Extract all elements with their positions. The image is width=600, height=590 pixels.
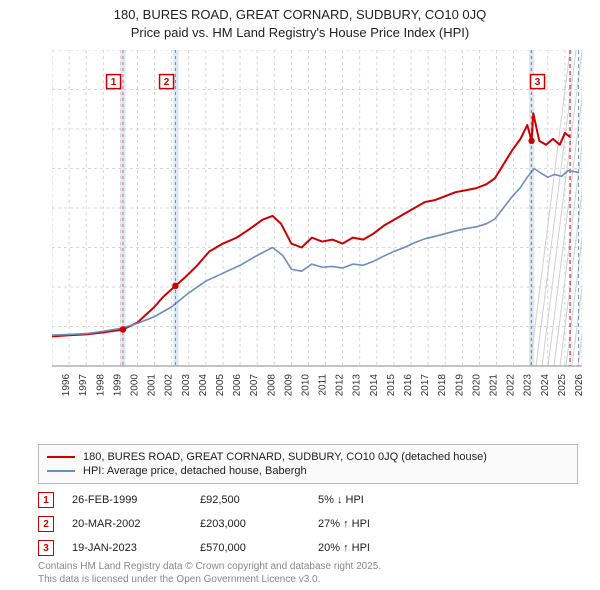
- svg-text:2021: 2021: [489, 374, 500, 397]
- sale-marker: 1: [38, 492, 54, 508]
- legend-swatch: [47, 456, 75, 458]
- legend-label: HPI: Average price, detached house, Babe…: [83, 465, 307, 477]
- svg-text:2023: 2023: [523, 374, 534, 397]
- svg-text:2014: 2014: [369, 374, 380, 397]
- legend-swatch: [47, 470, 75, 472]
- svg-text:2026: 2026: [574, 374, 582, 397]
- sales-table: 1 26-FEB-1999 £92,500 5% ↓ HPI 2 20-MAR-2002 £…: [38, 488, 578, 560]
- svg-text:1999: 1999: [112, 374, 123, 397]
- svg-text:2013: 2013: [352, 374, 363, 397]
- footer-line-2: This data is licensed under the Open Gov…: [38, 573, 578, 586]
- svg-text:2010: 2010: [300, 374, 311, 397]
- svg-text:2006: 2006: [232, 374, 243, 397]
- legend-item: HPI: Average price, detached house, Babe…: [47, 465, 569, 477]
- sale-date: 20-MAR-2002: [72, 518, 182, 530]
- svg-text:2012: 2012: [335, 374, 346, 397]
- title-line-1: 180, BURES ROAD, GREAT CORNARD, SUDBURY,…: [0, 6, 600, 24]
- svg-text:2003: 2003: [181, 374, 192, 397]
- title-line-2: Price paid vs. HM Land Registry's House …: [0, 24, 600, 42]
- svg-text:1997: 1997: [78, 374, 89, 397]
- svg-text:2002: 2002: [164, 374, 175, 397]
- sale-row: 3 19-JAN-2023 £570,000 20% ↑ HPI: [38, 536, 578, 560]
- svg-text:2025: 2025: [557, 374, 568, 397]
- sale-date: 26-FEB-1999: [72, 494, 182, 506]
- sale-pct-vs-hpi: 5% ↓ HPI: [318, 494, 398, 506]
- svg-text:2020: 2020: [471, 374, 482, 397]
- svg-text:2008: 2008: [266, 374, 277, 397]
- footer-attribution: Contains HM Land Registry data © Crown c…: [38, 560, 578, 586]
- svg-text:1: 1: [111, 77, 117, 88]
- footer-line-1: Contains HM Land Registry data © Crown c…: [38, 560, 578, 573]
- svg-text:2004: 2004: [198, 374, 209, 397]
- legend-label: 180, BURES ROAD, GREAT CORNARD, SUDBURY,…: [83, 451, 487, 463]
- sale-marker: 3: [38, 540, 54, 556]
- sale-price: £203,000: [200, 518, 300, 530]
- svg-text:2009: 2009: [283, 374, 294, 397]
- chart-title: 180, BURES ROAD, GREAT CORNARD, SUDBURY,…: [0, 0, 600, 41]
- svg-text:1995: 1995: [52, 374, 55, 397]
- svg-text:2024: 2024: [540, 374, 551, 397]
- svg-text:2015: 2015: [386, 374, 397, 397]
- svg-text:2017: 2017: [420, 374, 431, 397]
- sale-date: 19-JAN-2023: [72, 542, 182, 554]
- svg-text:2022: 2022: [506, 374, 517, 397]
- svg-text:2000: 2000: [129, 374, 140, 397]
- sale-row: 1 26-FEB-1999 £92,500 5% ↓ HPI: [38, 488, 578, 512]
- sale-price: £92,500: [200, 494, 300, 506]
- svg-text:2016: 2016: [403, 374, 414, 397]
- svg-text:3: 3: [535, 77, 541, 88]
- svg-text:2011: 2011: [318, 374, 329, 396]
- svg-text:1996: 1996: [61, 374, 72, 397]
- sale-pct-vs-hpi: 27% ↑ HPI: [318, 518, 398, 530]
- page: 180, BURES ROAD, GREAT CORNARD, SUDBURY,…: [0, 0, 600, 590]
- svg-text:2018: 2018: [437, 374, 448, 397]
- svg-text:2019: 2019: [454, 374, 465, 397]
- sale-row: 2 20-MAR-2002 £203,000 27% ↑ HPI: [38, 512, 578, 536]
- svg-text:2007: 2007: [249, 374, 260, 397]
- line-chart: £0£100K£200K£300K£400K£500K£600K£700K£80…: [52, 50, 582, 410]
- svg-text:1998: 1998: [95, 374, 106, 397]
- sale-price: £570,000: [200, 542, 300, 554]
- svg-text:2001: 2001: [147, 374, 158, 397]
- sale-pct-vs-hpi: 20% ↑ HPI: [318, 542, 398, 554]
- svg-text:2: 2: [164, 77, 170, 88]
- sale-marker: 2: [38, 516, 54, 532]
- legend-item: 180, BURES ROAD, GREAT CORNARD, SUDBURY,…: [47, 451, 569, 463]
- legend: 180, BURES ROAD, GREAT CORNARD, SUDBURY,…: [38, 444, 578, 484]
- svg-text:2005: 2005: [215, 374, 226, 397]
